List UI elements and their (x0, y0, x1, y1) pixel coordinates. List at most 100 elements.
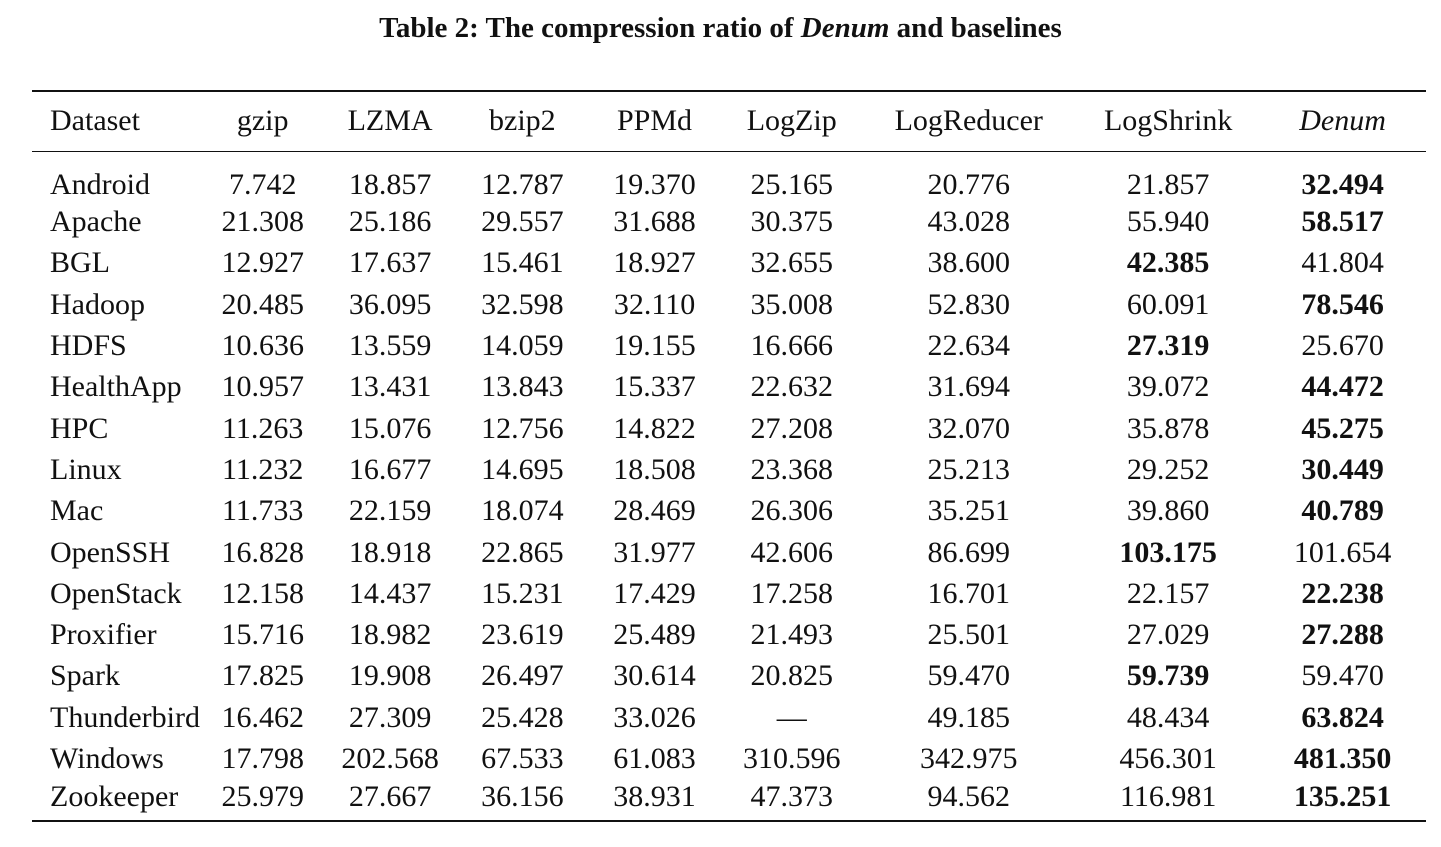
header-ppmd: PPMd (585, 90, 724, 152)
table-body: Android 7.742 18.857 12.787 19.370 25.165 20.7… (32, 151, 1426, 822)
value-cell: 27.208 (750, 411, 833, 445)
value-cell: 16.828 (221, 535, 304, 569)
value-cell: 22.632 (750, 370, 833, 404)
value-cell: 59.470 (927, 659, 1011, 693)
value-cell: 33.026 (613, 700, 696, 734)
value-cell: 116.981 (1077, 779, 1260, 822)
table-row: HealthApp 10.957 13.431 13.843 15.337 22.632 3… (32, 367, 1426, 408)
value-cell: 26.497 (481, 659, 564, 693)
value-cell: 18.918 (348, 535, 432, 569)
table-row: HDFS 10.636 13.559 14.059 19.155 16.666 22.634… (32, 325, 1426, 366)
value-cell: 25.670 (1301, 329, 1384, 363)
value-cell: 15.231 (481, 576, 564, 610)
value-cell: 67.533 (481, 742, 564, 775)
value-cell: 101.654 (1293, 535, 1392, 569)
value-cell: 32.110 (613, 287, 696, 321)
table-row: OpenSSH 16.828 18.918 22.865 31.977 42.606 86.… (32, 532, 1426, 573)
dataset-cell: Thunderbird (50, 700, 200, 734)
value-cell: 32.655 (750, 246, 833, 280)
value-cell: 14.695 (481, 452, 564, 486)
value-cell: 17.798 (221, 742, 304, 775)
value-cell: 18.074 (481, 494, 564, 528)
value-cell: 16.666 (750, 329, 833, 363)
value-cell: 16.701 (927, 576, 1011, 610)
value-cell: 14.059 (481, 329, 564, 363)
value-cell: 342.975 (920, 742, 1018, 775)
value-cell: 32.494 (1301, 167, 1384, 201)
value-cell: 25.213 (927, 452, 1011, 486)
value-cell: 456.301 (1119, 742, 1217, 775)
value-cell: 43.028 (927, 205, 1011, 239)
value-cell: 36.156 (458, 779, 586, 822)
value-cell: 48.434 (1126, 700, 1210, 734)
value-cell: 12.158 (221, 576, 304, 610)
value-cell: 45.275 (1301, 411, 1384, 445)
dataset-cell: HDFS (50, 329, 127, 363)
table-row: Proxifier 15.716 18.982 23.619 25.489 21.493 2… (32, 614, 1426, 655)
table-row: Windows 17.798 202.568 67.533 61.083 310.596 3… (32, 738, 1426, 779)
value-cell: 22.157 (1126, 576, 1210, 610)
dataset-cell: OpenStack (50, 576, 182, 610)
header-logreducer: LogReducer (860, 90, 1078, 152)
value-cell: 22.865 (481, 535, 564, 569)
value-cell: 17.637 (348, 246, 432, 280)
value-cell: 27.319 (1126, 329, 1210, 363)
value-cell: 14.822 (613, 411, 696, 445)
value-cell: 18.857 (348, 167, 432, 201)
value-cell: 22.634 (927, 329, 1011, 363)
value-cell: 20.776 (927, 167, 1011, 201)
value-cell: 55.940 (1126, 205, 1210, 239)
value-cell: 35.251 (927, 494, 1011, 528)
value-cell: 38.931 (585, 779, 724, 822)
value-cell: 11.733 (221, 494, 304, 528)
value-cell: 20.825 (750, 659, 833, 693)
table-row: Linux 11.232 16.677 14.695 18.508 23.368 25.21… (32, 449, 1426, 490)
value-cell: 38.600 (927, 246, 1011, 280)
value-cell: 18.982 (348, 618, 432, 652)
value-cell: 23.368 (750, 452, 833, 486)
caption-emphasis: Denum (800, 12, 890, 44)
dataset-cell: OpenSSH (50, 535, 171, 569)
value-cell: 39.072 (1126, 370, 1210, 404)
value-cell: 28.469 (613, 494, 696, 528)
value-cell: 25.428 (481, 700, 564, 734)
value-cell: 36.095 (348, 287, 432, 321)
dataset-cell: Windows (50, 742, 164, 775)
header-logshrink: LogShrink (1077, 90, 1260, 152)
dataset-cell: Linux (50, 452, 122, 486)
value-cell: 52.830 (927, 287, 1011, 321)
value-cell: 31.977 (613, 535, 696, 569)
caption-suffix: and baselines (889, 12, 1062, 44)
value-cell: — (776, 700, 807, 734)
value-cell: 27.288 (1301, 618, 1384, 652)
table-row: Mac 11.733 22.159 18.074 28.469 26.306 35.251 3… (32, 491, 1426, 532)
table-row: Hadoop 20.485 36.095 32.598 32.110 35.008 52.8… (32, 284, 1426, 325)
table-row: OpenStack 12.158 14.437 15.231 17.429 17.258 1… (32, 573, 1426, 614)
dataset-cell: Mac (50, 494, 104, 528)
value-cell: 32.070 (927, 411, 1011, 445)
table-row: Zookeeper 25.979 27.667 36.156 38.931 47.373 9… (32, 779, 1426, 822)
value-cell: 21.857 (1126, 167, 1210, 201)
value-cell: 31.688 (613, 205, 696, 239)
value-cell: 7.742 (228, 167, 297, 201)
value-cell: 42.606 (750, 535, 833, 569)
value-cell: 47.373 (723, 779, 861, 822)
value-cell: 202.568 (341, 742, 439, 775)
value-cell: 19.155 (613, 329, 696, 363)
value-cell: 25.165 (750, 167, 833, 201)
value-cell: 29.252 (1126, 452, 1210, 486)
value-cell: 17.825 (221, 659, 304, 693)
value-cell: 13.843 (481, 370, 564, 404)
value-cell: 61.083 (613, 742, 696, 775)
value-cell: 22.238 (1301, 576, 1384, 610)
value-cell: 15.716 (221, 618, 304, 652)
value-cell: 19.908 (348, 659, 432, 693)
value-cell: 16.677 (348, 452, 432, 486)
value-cell: 10.957 (221, 370, 304, 404)
value-cell: 30.449 (1301, 452, 1384, 486)
value-cell: 94.562 (860, 779, 1078, 822)
value-cell: 12.756 (481, 411, 564, 445)
header-gzip: gzip (203, 90, 322, 152)
table-row: Android 7.742 18.857 12.787 19.370 25.165 20.7… (32, 151, 1426, 202)
table-row: Thunderbird 16.462 27.309 25.428 33.026 — 49.1… (32, 697, 1426, 738)
